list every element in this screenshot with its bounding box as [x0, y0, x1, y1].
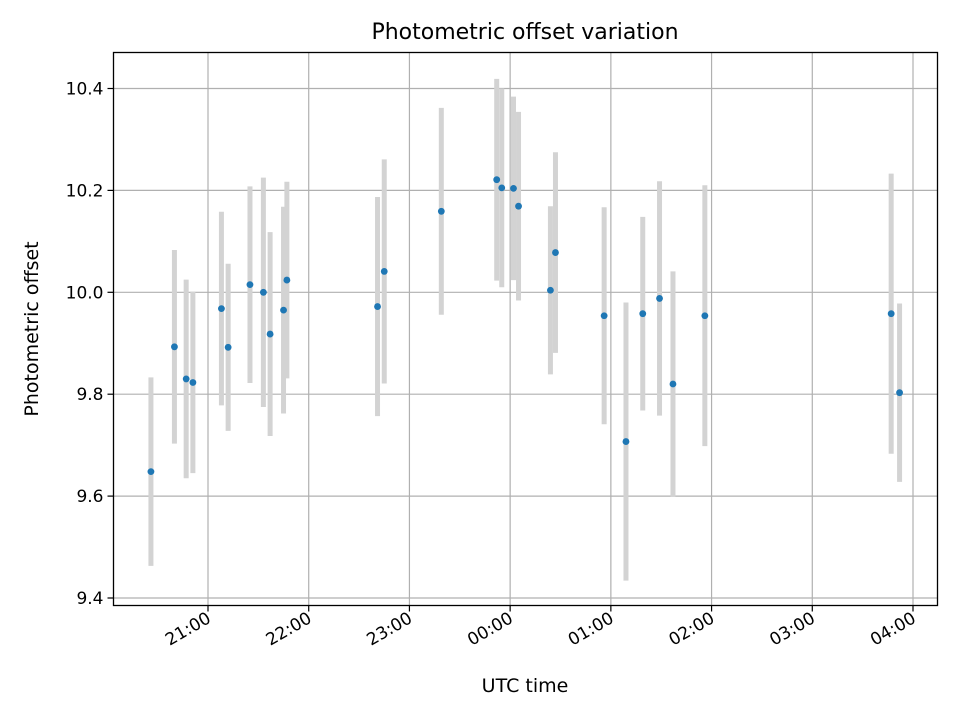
data-point — [380, 268, 388, 275]
data-point — [189, 379, 197, 386]
data-point — [171, 343, 178, 351]
data-point — [374, 303, 381, 310]
y-tick-label: 9.4 — [76, 589, 103, 609]
data-point — [510, 184, 517, 192]
data-point — [224, 343, 232, 351]
data-point — [896, 389, 903, 397]
y-axis-label: Photometric offset — [21, 241, 43, 416]
data-point — [246, 281, 254, 289]
data-point — [701, 312, 709, 320]
data-point — [283, 276, 291, 284]
data-point — [639, 310, 647, 318]
y-tick-label: 10.0 — [66, 283, 104, 303]
y-tick-label: 10.4 — [66, 80, 104, 100]
data-point — [515, 202, 522, 210]
data-point — [259, 288, 267, 296]
data-point — [266, 330, 274, 338]
chart-title: Photometric offset variation — [371, 20, 678, 45]
y-tick-label: 10.2 — [66, 181, 104, 201]
x-axis-label: UTC time — [482, 675, 569, 697]
y-tick-label: 9.6 — [76, 487, 103, 507]
data-point — [218, 305, 225, 313]
plot-frame — [112, 51, 939, 607]
data-point — [887, 310, 895, 318]
data-point — [437, 207, 445, 215]
y-tick-label: 9.8 — [76, 385, 103, 405]
data-point — [182, 375, 190, 383]
data-point — [669, 380, 677, 388]
data-point — [498, 184, 506, 192]
data-point — [280, 306, 287, 314]
data-point — [493, 176, 501, 184]
data-point — [552, 249, 559, 256]
data-point — [622, 438, 630, 445]
data-point — [147, 468, 155, 476]
data-points — [147, 176, 903, 476]
data-point — [656, 295, 663, 302]
data-point — [547, 286, 554, 294]
data-point — [600, 312, 608, 320]
